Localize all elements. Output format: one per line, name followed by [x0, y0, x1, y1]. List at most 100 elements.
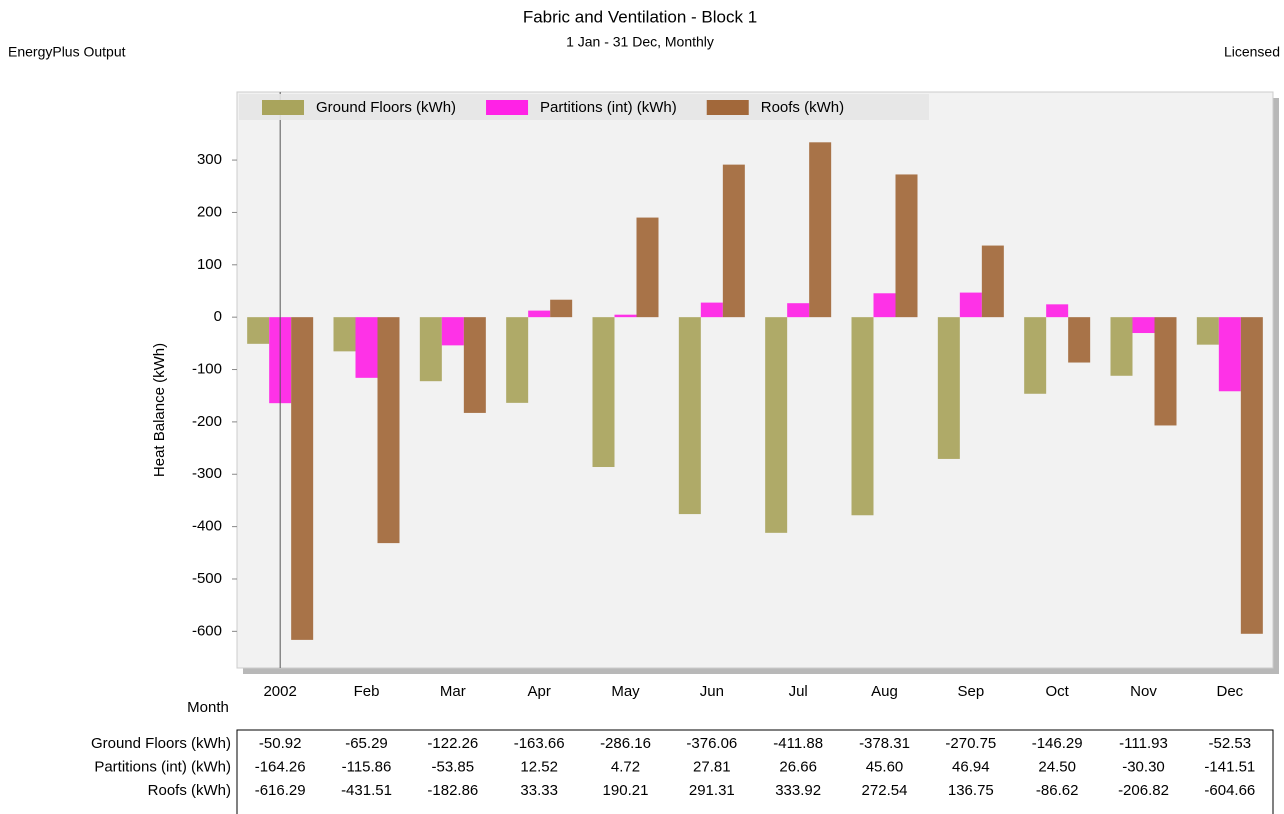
- table-cell: -206.82: [1118, 782, 1169, 799]
- x-tick-label: Aug: [871, 683, 898, 700]
- y-tick-label: 0: [214, 308, 222, 325]
- bar: [333, 317, 356, 352]
- bar: [1218, 317, 1241, 392]
- x-tick-label: Oct: [1045, 683, 1069, 700]
- bar: [441, 317, 464, 346]
- bar: [463, 317, 486, 413]
- bar: [1046, 304, 1069, 318]
- table-cell: 291.31: [689, 782, 735, 799]
- bar: [592, 317, 615, 468]
- table-cell: -115.86: [342, 758, 392, 775]
- y-tick-label: -600: [192, 622, 222, 639]
- x-tick-label: 2002: [263, 683, 296, 700]
- legend-swatch: [262, 100, 304, 115]
- plot-area: [236, 91, 1274, 669]
- bar: [787, 303, 810, 318]
- table-cell: -50.92: [259, 735, 302, 752]
- table-cell: -111.93: [1119, 735, 1168, 752]
- y-tick-label: 100: [197, 256, 222, 273]
- table-row-label: Roofs (kWh): [148, 782, 231, 799]
- x-axis-label: Month: [187, 699, 229, 716]
- bar: [959, 292, 982, 318]
- bar: [851, 317, 874, 516]
- table-cell: 4.72: [611, 758, 640, 775]
- bar: [506, 317, 529, 403]
- x-tick-label: Nov: [1130, 683, 1157, 700]
- chart-subtitle: 1 Jan - 31 Dec, Monthly: [566, 34, 714, 50]
- table-cell: -141.51: [1204, 758, 1255, 775]
- bar: [937, 317, 960, 459]
- bar: [678, 317, 701, 515]
- y-tick-label: -500: [192, 570, 222, 587]
- y-axis-label: Heat Balance (kWh): [151, 343, 168, 477]
- y-tick-label: 200: [197, 203, 222, 220]
- table-cell: 333.92: [775, 782, 821, 799]
- table-cell: -146.29: [1032, 735, 1083, 752]
- bar: [419, 317, 442, 382]
- header-left: EnergyPlus Output: [8, 44, 126, 60]
- x-tick-label: Dec: [1216, 683, 1243, 700]
- x-tick-label: Feb: [354, 683, 380, 700]
- x-tick-label: Mar: [440, 683, 466, 700]
- header-right: Licensed: [1224, 44, 1280, 60]
- table-frame: [236, 729, 1274, 814]
- table-cell: -270.75: [945, 735, 996, 752]
- x-tick-label: Apr: [527, 683, 550, 700]
- legend-swatch: [706, 100, 749, 115]
- table-cell: 33.33: [520, 782, 558, 799]
- bar: [1240, 317, 1263, 634]
- table-cell: -86.62: [1036, 782, 1079, 799]
- bar: [247, 317, 270, 344]
- bar: [722, 164, 745, 318]
- bar: [550, 299, 573, 318]
- table-cell: -164.26: [255, 758, 306, 775]
- table-cell: -431.51: [341, 782, 392, 799]
- bar: [377, 317, 400, 544]
- table-cell: 27.81: [693, 758, 731, 775]
- bar: [1196, 317, 1219, 345]
- bar: [765, 317, 788, 533]
- legend-box: [239, 94, 929, 120]
- table-cell: -30.30: [1122, 758, 1165, 775]
- table-cell: -52.53: [1209, 735, 1252, 752]
- y-tick-label: 300: [197, 151, 222, 168]
- bar: [895, 174, 918, 318]
- bar: [700, 302, 723, 318]
- table-cell: 45.60: [866, 758, 904, 775]
- x-tick-label: Sep: [957, 683, 984, 700]
- table-cell: 136.75: [948, 782, 994, 799]
- chart-title: Fabric and Ventilation - Block 1: [523, 7, 757, 26]
- table-cell: 12.52: [520, 758, 558, 775]
- table-row-label: Ground Floors (kWh): [91, 735, 231, 752]
- table-cell: -616.29: [255, 782, 306, 799]
- x-tick-label: Jul: [789, 683, 808, 700]
- y-tick-label: -300: [192, 465, 222, 482]
- x-tick-label: Jun: [700, 683, 724, 700]
- legend-swatch: [486, 100, 529, 115]
- bar: [528, 310, 551, 318]
- legend-label: Partitions (int) (kWh): [540, 99, 677, 116]
- table-cell: 26.66: [779, 758, 817, 775]
- bar: [1132, 317, 1155, 334]
- bar: [1068, 317, 1091, 363]
- table-cell: 190.21: [603, 782, 649, 799]
- table-cell: -122.26: [427, 735, 478, 752]
- table-cell: 24.50: [1038, 758, 1076, 775]
- table-cell: -376.06: [686, 735, 737, 752]
- table-cell: 272.54: [862, 782, 908, 799]
- bar: [873, 293, 896, 318]
- y-tick-label: -200: [192, 413, 222, 430]
- table-cell: -163.66: [514, 735, 565, 752]
- y-tick-label: -400: [192, 518, 222, 535]
- bar: [355, 317, 378, 378]
- bar: [614, 314, 637, 318]
- table-cell: -53.85: [432, 758, 475, 775]
- table-cell: -411.88: [773, 735, 823, 752]
- x-tick-label: May: [611, 683, 640, 700]
- table-cell: -378.31: [859, 735, 910, 752]
- bar: [981, 245, 1004, 318]
- bar: [1110, 317, 1133, 376]
- legend-label: Ground Floors (kWh): [316, 99, 456, 116]
- table-row-label: Partitions (int) (kWh): [94, 758, 231, 775]
